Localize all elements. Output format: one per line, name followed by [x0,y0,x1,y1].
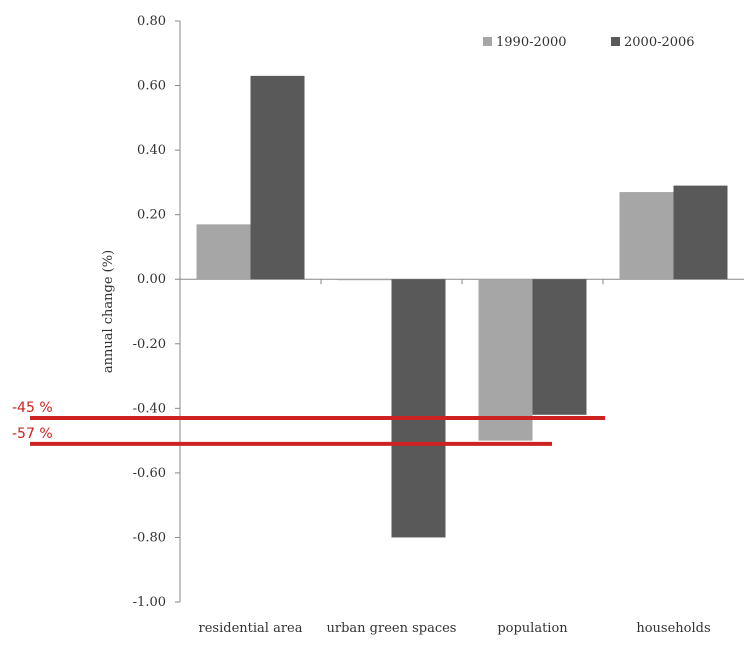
y-tick-label: -0.20 [133,337,166,352]
y-tick-label: 0.20 [137,208,166,223]
category-label: residential area [199,621,303,636]
category-label: population [497,621,568,636]
legend: 1990-2000 2000-2006 [483,35,695,50]
category-labels: residential area urban green spaces popula… [199,621,711,636]
bar-1990-2000-households [619,192,674,280]
y-tick-labels: 0.80 0.60 0.40 0.20 0.00 -0.20 -0.40 -0.60 -0.80… [133,14,180,610]
bar-2000-2006-population [532,279,587,415]
y-axis-label: annual change (%) [101,250,116,373]
y-tick-label: -0.40 [133,401,166,416]
annotations: -45 % -57 % [12,400,605,446]
legend-swatch [611,37,620,46]
legend-label: 2000-2006 [624,35,695,50]
y-tick-label: -0.60 [133,466,166,481]
y-tick-label: -0.80 [133,530,166,545]
bar-1990-2000-residential-area [196,224,251,280]
annotation-label: -57 % [12,426,53,442]
category-label: households [636,621,710,636]
category-label: urban green spaces [327,621,457,636]
y-tick-label: 0.40 [137,143,166,158]
y-tick-label: -1.00 [133,595,166,610]
y-tick-label: 0.80 [137,14,166,29]
bars [196,75,728,538]
legend-label: 1990-2000 [496,35,567,50]
bar-2000-2006-urban-green-spaces [391,279,446,538]
y-tick-label: 0.00 [137,272,166,287]
bar-1990-2000-urban-green-spaces [337,279,392,281]
bar-2000-2006-households [673,185,728,280]
y-tick-label: 0.60 [137,79,166,94]
bar-1990-2000-population [478,279,533,441]
annotation-label: -45 % [12,400,53,416]
bar-2000-2006-residential-area [250,75,305,280]
legend-swatch [483,37,492,46]
